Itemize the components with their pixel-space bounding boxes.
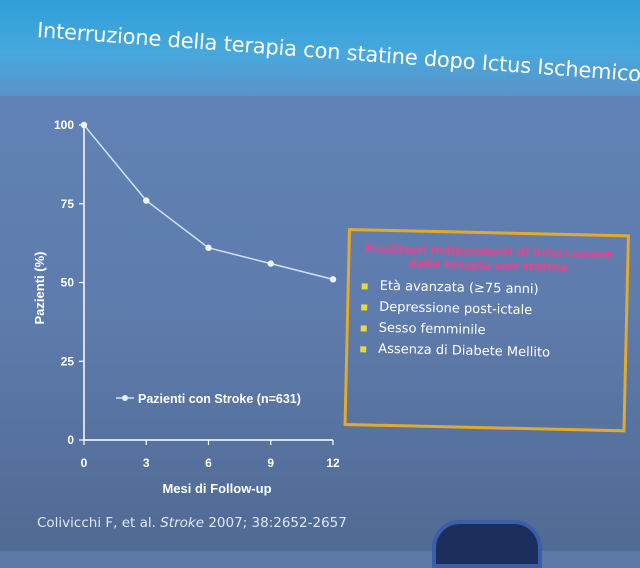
data-point <box>329 276 337 283</box>
bullet-icon <box>361 283 368 290</box>
y-axis-label: Pazienti (%) <box>32 252 47 325</box>
chart-ticks: 0 25 50 75 100 0 3 6 9 12 <box>54 118 340 470</box>
data-point <box>80 121 88 129</box>
predictor-label: Depressione post-ictale <box>379 299 533 319</box>
citation-details: 2007; 38:2652-2657 <box>208 515 347 531</box>
legend-marker <box>122 395 128 401</box>
predictors-box: Predittori indipendenti di interruzione … <box>343 228 630 433</box>
predictor-label: Età avanzata (≥75 anni) <box>379 278 539 298</box>
chart: 0 25 50 75 100 0 3 6 9 12 Pazienti (%) Mesi di Fo… <box>32 118 340 496</box>
y-tick-label: 0 <box>67 433 74 447</box>
x-tick-label: 3 <box>143 456 150 470</box>
foreground-object <box>432 520 542 568</box>
bullet-icon <box>361 304 368 311</box>
x-tick-label: 0 <box>81 456 88 470</box>
bullet-icon <box>360 346 367 353</box>
legend-label: Pazienti con Stroke (n=631) <box>138 392 301 406</box>
x-tick-label: 6 <box>205 456 212 470</box>
data-point <box>267 260 274 267</box>
bullet-icon <box>360 325 367 332</box>
data-point <box>143 197 150 204</box>
chart-series <box>80 121 337 283</box>
data-point <box>205 244 212 252</box>
citation-authors: Colivicchi F, et al. <box>37 515 156 531</box>
y-tick-label: 100 <box>54 118 74 132</box>
chart-legend: Pazienti con Stroke (n=631) <box>116 392 301 406</box>
y-tick-label: 25 <box>61 354 75 368</box>
citation: Colivicchi F, et al. Stroke 2007; 38:265… <box>37 515 347 531</box>
series-line <box>83 124 334 281</box>
x-tick-label: 12 <box>326 456 340 470</box>
predictor-label: Sesso femminile <box>378 320 486 339</box>
citation-journal: Stroke <box>160 515 205 531</box>
predictor-label: Assenza di Diabete Mellito <box>378 341 551 361</box>
predictors-list: Età avanzata (≥75 anni) Depressione post… <box>356 275 626 365</box>
y-tick-label: 50 <box>61 276 75 290</box>
x-axis-label: Mesi di Follow-up <box>162 481 271 496</box>
y-tick-label: 75 <box>61 197 75 211</box>
x-tick-label: 9 <box>267 456 274 470</box>
title-band <box>0 0 640 96</box>
predictors-title: Predittori indipendenti di interruzione … <box>364 241 613 274</box>
